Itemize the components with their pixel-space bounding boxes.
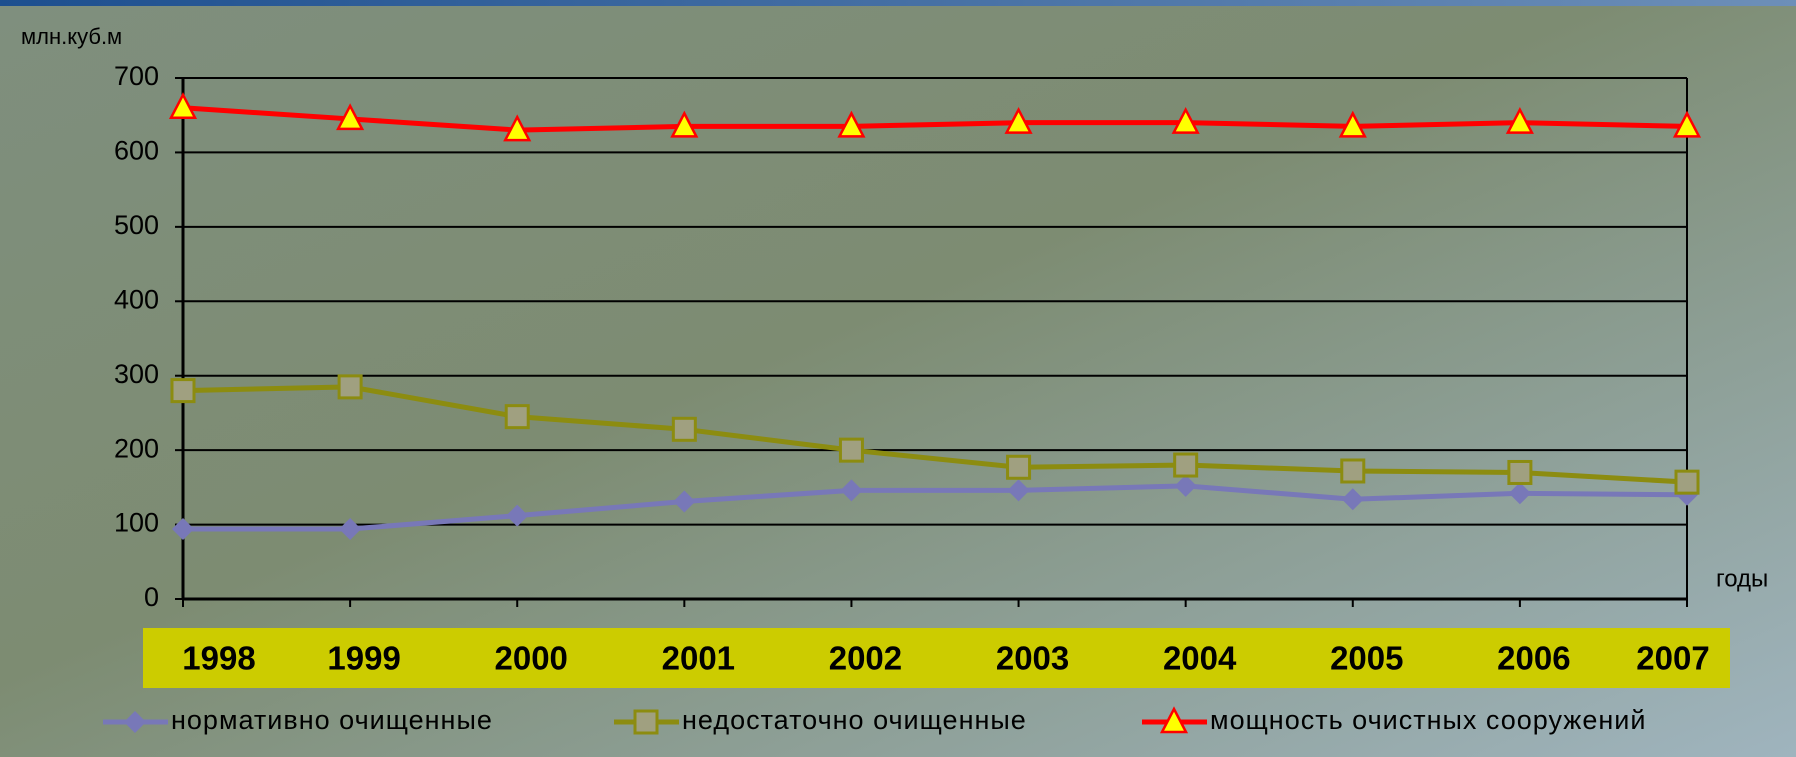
marker — [1672, 110, 1702, 138]
series-line — [182, 105, 1688, 133]
x-tick-label: 1998 — [182, 640, 255, 677]
marker — [124, 711, 146, 733]
marker — [1007, 479, 1030, 502]
marker — [1174, 474, 1197, 497]
marker — [1171, 106, 1200, 134]
marker — [1505, 106, 1534, 134]
x-tick-label: 2004 — [1163, 640, 1237, 677]
marker — [673, 490, 696, 513]
marker — [1006, 454, 1032, 480]
marker — [506, 504, 529, 527]
y-tick-label: 0 — [144, 582, 159, 612]
marker — [172, 518, 194, 541]
marker — [837, 110, 866, 138]
x-tick-label: 2003 — [996, 640, 1069, 677]
marker — [1004, 106, 1033, 134]
y-axis-label: млн.куб.м — [21, 24, 122, 49]
legend-item: мощность очистных сооружений — [1142, 705, 1646, 735]
marker — [1674, 469, 1700, 495]
marker — [1173, 452, 1199, 478]
marker — [1159, 706, 1189, 734]
marker — [339, 518, 362, 541]
marker — [168, 92, 198, 120]
y-tick-label: 300 — [114, 359, 159, 389]
series-line — [183, 483, 1688, 532]
marker — [1508, 482, 1531, 505]
x-tick-label: 1999 — [327, 640, 400, 677]
marker — [1507, 459, 1533, 485]
marker — [840, 479, 863, 502]
top-border — [0, 0, 1796, 6]
year-band — [143, 628, 1730, 688]
marker — [170, 378, 196, 404]
marker — [1341, 488, 1364, 511]
y-tick-label: 200 — [114, 433, 159, 463]
marker — [504, 404, 530, 430]
legend-label: мощность очистных сооружений — [1210, 705, 1646, 735]
legend-item: нормативно очищенные — [103, 705, 493, 735]
y-tick-label: 400 — [114, 284, 159, 314]
x-tick-label: 2005 — [1330, 640, 1403, 677]
marker — [671, 416, 697, 442]
legend-label: нормативно очищенные — [171, 705, 493, 735]
y-tick-label: 700 — [114, 61, 159, 91]
marker — [838, 437, 864, 463]
marker — [1338, 110, 1367, 138]
series-line — [182, 384, 1688, 485]
marker — [337, 374, 363, 400]
y-tick-label: 500 — [114, 210, 159, 240]
y-tick-label: 600 — [114, 136, 159, 166]
x-tick-label: 2001 — [662, 640, 735, 677]
x-tick-label: 2006 — [1497, 640, 1570, 677]
marker — [1340, 458, 1366, 484]
marker — [670, 110, 699, 138]
y-tick-label: 100 — [114, 508, 159, 538]
legend-item: недостаточно очищенные — [614, 705, 1027, 735]
legend-label: недостаточно очищенные — [682, 705, 1027, 735]
x-axis-label: годы — [1716, 565, 1768, 592]
marker — [503, 114, 532, 142]
x-tick-label: 2000 — [495, 640, 568, 677]
x-tick-label: 2002 — [829, 640, 902, 677]
marker — [336, 103, 365, 131]
marker — [633, 709, 659, 735]
x-tick-label: 2007 — [1636, 640, 1709, 677]
